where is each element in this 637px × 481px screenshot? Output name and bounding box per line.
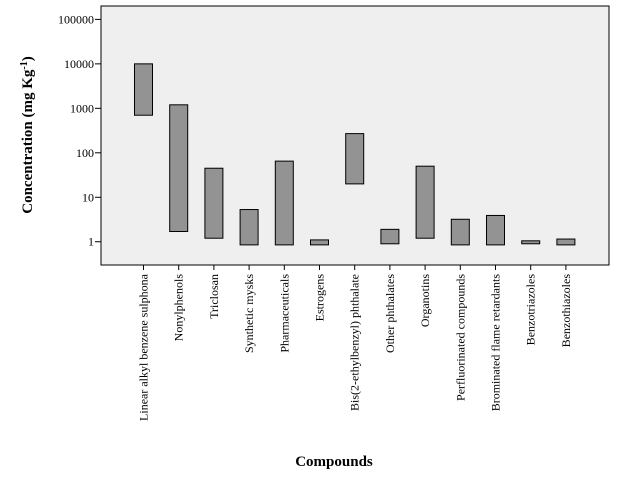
range-bar	[274, 160, 294, 246]
y-axis-title-suffix: )	[20, 56, 36, 61]
y-tick-label: 100	[76, 146, 94, 160]
x-tick-label: Triclosan	[207, 274, 221, 319]
range-bar	[486, 214, 505, 246]
x-tick-label: Other phthalates	[383, 274, 397, 353]
range-bar	[556, 238, 576, 246]
range-bar	[450, 218, 470, 246]
x-tick-label: Linear alkyl benzene sulphona	[137, 273, 151, 421]
range-bar	[380, 228, 400, 245]
range-bar	[239, 209, 259, 246]
range-bar	[134, 63, 153, 116]
range-bar	[415, 165, 435, 239]
y-tick-label: 1000	[70, 101, 94, 115]
x-tick-label: Benzotriazoles	[524, 274, 538, 346]
y-tick-label: 10000	[64, 57, 94, 71]
x-tick-label: Organotins	[418, 274, 432, 327]
y-tick-label: 100000	[58, 12, 94, 26]
x-tick-label: Brominated flame retardants	[489, 274, 503, 412]
range-bar	[345, 133, 365, 185]
y-axis-title-superscript: -1	[19, 61, 30, 69]
x-tick-label: Synthetic mysks	[242, 274, 256, 353]
y-axis-title-main: Concentration (mg Kg	[20, 69, 36, 214]
x-axis: Linear alkyl benzene sulphona Nonylphenol…	[137, 265, 573, 421]
range-bar	[521, 240, 541, 245]
x-tick-label: Bis(2-ethylbenzyl) phthalate	[348, 274, 362, 411]
y-tick-label: 10	[82, 190, 94, 204]
x-tick-label: Nonylphenols	[172, 274, 186, 342]
y-axis-title: Concentration (mg Kg-1)	[19, 56, 37, 214]
x-axis-title: Compounds	[295, 454, 373, 470]
x-tick-label: Perfluorinated compounds	[453, 274, 467, 401]
range-bar	[204, 167, 224, 239]
y-axis: 1 10 100 1000 10000 100000	[58, 12, 101, 249]
range-bar	[310, 239, 329, 246]
bar-group	[134, 63, 576, 246]
x-tick-label: Benzothiazoles	[559, 274, 573, 348]
x-tick-label: Pharmaceuticals	[277, 274, 291, 353]
range-bar	[169, 104, 189, 232]
y-tick-label: 1	[88, 235, 94, 249]
x-tick-label: Estrogens	[313, 274, 327, 322]
